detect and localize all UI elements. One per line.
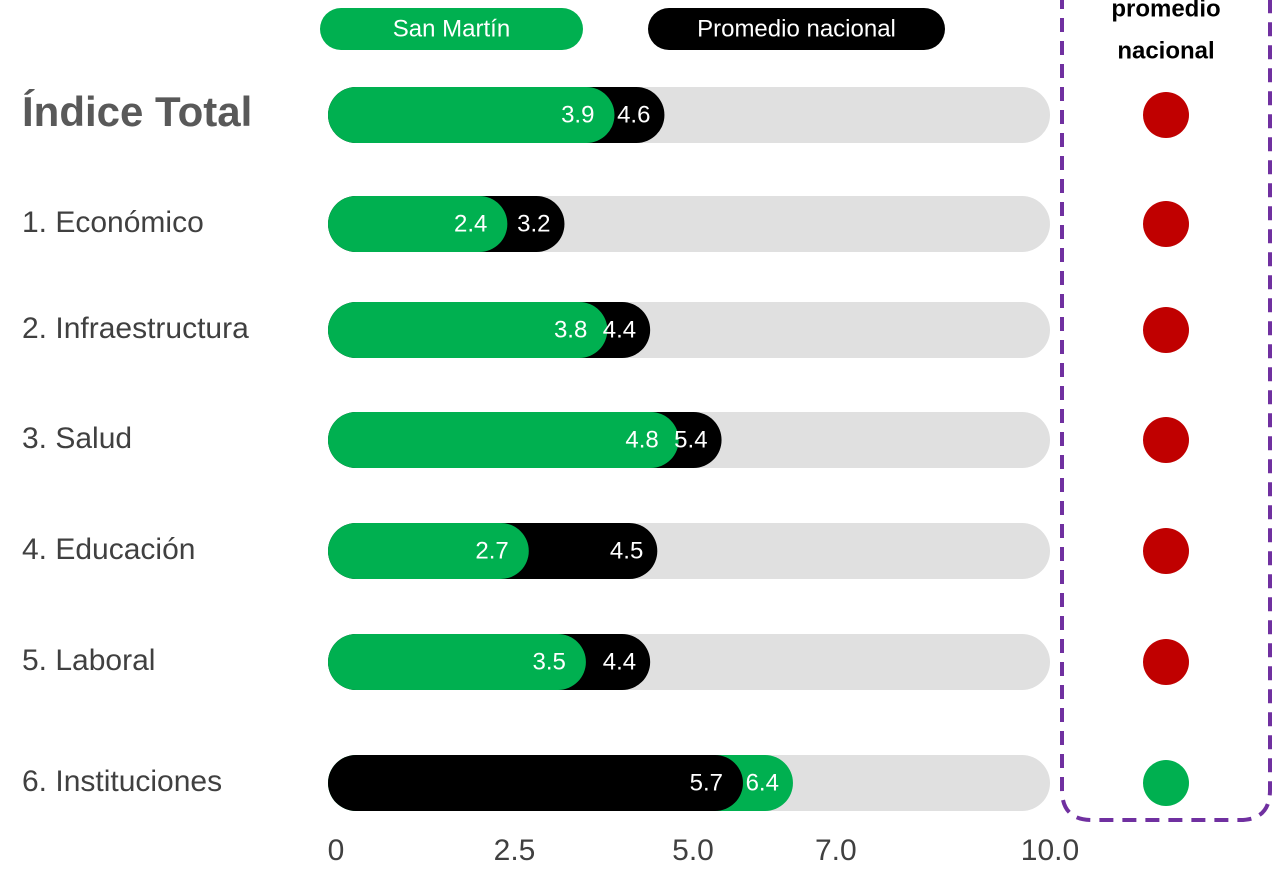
indicator-dot <box>1143 417 1189 463</box>
legend-swatch <box>648 8 945 50</box>
x-tick-label: 10.0 <box>1021 834 1079 867</box>
indicator-dot <box>1143 201 1189 247</box>
value-label: 3.8 <box>554 316 587 343</box>
indicator-header: promedio <box>1111 0 1220 22</box>
value-label: 4.5 <box>610 537 643 564</box>
category-label: 3. Salud <box>22 422 132 455</box>
bar <box>328 196 508 252</box>
indicator-dot <box>1143 528 1189 574</box>
value-label: 3.5 <box>533 648 566 675</box>
bar <box>328 302 608 358</box>
category-label: 1. Económico <box>22 206 204 239</box>
category-label: Índice Total <box>22 88 252 135</box>
x-tick-label: 0 <box>328 834 345 867</box>
x-tick-label: 2.5 <box>494 834 536 867</box>
value-label: 4.6 <box>617 101 650 128</box>
value-label: 4.4 <box>603 648 636 675</box>
x-tick-label: 7.0 <box>815 834 857 867</box>
value-label: 4.8 <box>625 426 658 453</box>
legend-label: San Martín <box>393 15 510 42</box>
value-label: 6.4 <box>746 769 779 796</box>
indicator-dot <box>1143 307 1189 353</box>
bar <box>328 523 529 579</box>
indicator-box <box>1060 0 1272 822</box>
category-label: 6. Instituciones <box>22 765 222 798</box>
bar <box>328 87 615 143</box>
indicator-header: nacional <box>1117 37 1214 64</box>
indicator-dot <box>1143 92 1189 138</box>
indicator-dot <box>1143 760 1189 806</box>
indicator-dot <box>1143 639 1189 685</box>
value-label: 5.7 <box>690 769 723 796</box>
category-label: 2. Infraestructura <box>22 312 249 345</box>
value-label: 3.9 <box>561 101 594 128</box>
category-label: 4. Educación <box>22 533 195 566</box>
category-label: 5. Laboral <box>22 644 155 677</box>
bar <box>328 412 679 468</box>
bar <box>328 634 586 690</box>
value-label: 4.4 <box>603 316 636 343</box>
value-label: 3.2 <box>517 210 550 237</box>
value-label: 2.7 <box>475 537 508 564</box>
value-label: 2.4 <box>454 210 487 237</box>
value-label: 5.4 <box>674 426 707 453</box>
legend-swatch <box>320 8 583 50</box>
x-tick-label: 5.0 <box>672 834 714 867</box>
bar <box>328 755 743 811</box>
legend-label: Promedio nacional <box>697 15 896 42</box>
